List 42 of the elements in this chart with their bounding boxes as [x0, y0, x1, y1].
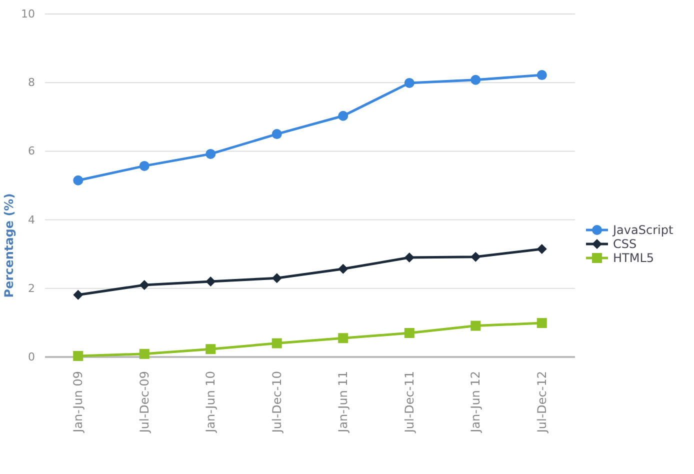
point [73, 290, 84, 300]
point [470, 320, 481, 331]
legend-label: HTML5 [613, 251, 654, 265]
point [139, 348, 150, 359]
x-tick-label: Jul-Dec-09 [137, 371, 152, 434]
point [536, 70, 547, 80]
point [206, 148, 216, 159]
point [139, 280, 150, 290]
y-tick-label: 0 [28, 350, 35, 364]
point [73, 175, 84, 186]
point [139, 160, 150, 171]
legend-label: JavaScript [612, 223, 674, 237]
y-tick-label: 6 [28, 144, 35, 158]
point [272, 129, 282, 140]
point [338, 110, 348, 121]
y-tick-label: 2 [28, 282, 35, 295]
point [338, 333, 348, 344]
point [404, 328, 414, 338]
x-tick-label: Jan-Jun 10 [204, 371, 218, 434]
point [404, 252, 414, 263]
point [73, 350, 84, 361]
point [536, 318, 547, 328]
y-tick-label: 10 [21, 8, 35, 20]
point [338, 264, 348, 274]
y-tick-label: 4 [28, 213, 35, 226]
y-axis-title: Percentage (%) [2, 193, 16, 298]
x-tick-label: Jan-Jun 09 [71, 371, 86, 434]
point [404, 78, 414, 88]
point [272, 273, 282, 284]
y-tick-label: 8 [28, 76, 35, 90]
x-tick-label: Jul-Dec-12 [534, 371, 549, 434]
point [206, 344, 216, 354]
point [470, 252, 481, 262]
point [470, 74, 481, 85]
x-tick-label: Jan-Jun 12 [468, 371, 483, 434]
x-tick-label: Jan-Jun 11 [336, 371, 350, 434]
x-tick-label: Jul-Dec-11 [402, 371, 416, 434]
point [272, 338, 282, 348]
legend-label: CSS [613, 237, 637, 251]
point [206, 276, 216, 287]
x-tick-label: Jul-Dec-10 [270, 371, 284, 434]
point [536, 244, 547, 254]
